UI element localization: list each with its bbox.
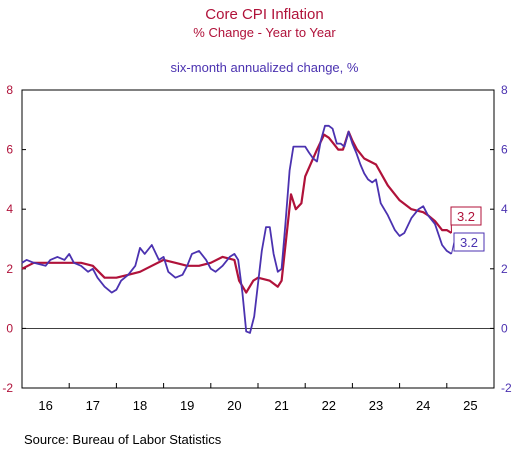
series-line-0	[21, 130, 453, 294]
end-value-label: 3.2	[460, 235, 478, 250]
series-label: six-month annualized change, %	[170, 60, 359, 75]
ytick-right-label: 0	[501, 321, 508, 335]
series-line-1	[21, 124, 452, 334]
plot-frame	[21, 89, 495, 389]
ytick-right-label: 6	[501, 143, 508, 157]
ytick-left-label: 4	[6, 202, 13, 216]
xtick-label: 25	[463, 398, 477, 413]
ytick-left-label: -2	[2, 381, 13, 395]
xtick-label: 23	[369, 398, 383, 413]
source-note: Source: Bureau of Labor Statistics	[24, 432, 222, 447]
chart-subtitle: % Change - Year to Year	[193, 25, 336, 40]
ytick-right-label: 8	[501, 83, 508, 97]
xtick-label: 22	[322, 398, 336, 413]
ytick-right-label: 4	[501, 202, 508, 216]
end-label-box	[450, 206, 482, 226]
end-value-label: 3.2	[457, 209, 475, 224]
ytick-left-label: 2	[6, 262, 13, 276]
xtick-label: 17	[86, 398, 100, 413]
ytick-left-label: 0	[6, 321, 13, 335]
ytick-right-label: 2	[501, 262, 508, 276]
ytick-left-label: 8	[6, 83, 13, 97]
xtick-label: 20	[227, 398, 241, 413]
ytick-right-label: -2	[501, 381, 512, 395]
chart-title: Core CPI Inflation	[205, 6, 324, 23]
end-label-box	[453, 232, 485, 252]
xtick-label: 21	[274, 398, 288, 413]
ytick-left-label: 6	[6, 143, 13, 157]
xtick-label: 24	[416, 398, 430, 413]
xtick-label: 18	[133, 398, 147, 413]
xtick-label: 16	[38, 398, 52, 413]
xtick-label: 19	[180, 398, 194, 413]
